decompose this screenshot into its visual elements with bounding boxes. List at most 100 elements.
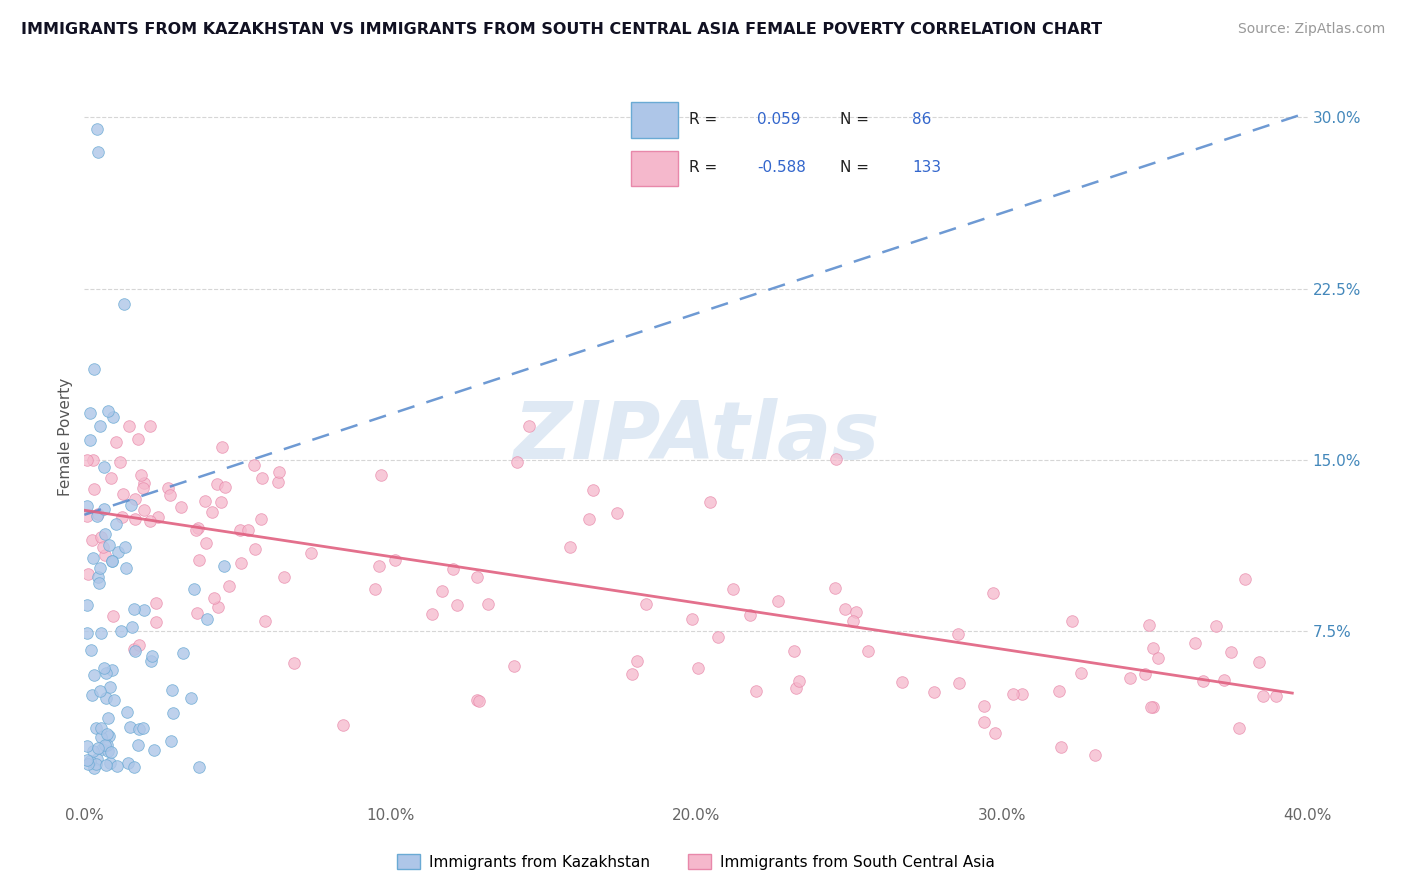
- Point: [468, 693, 491, 707]
- Point: [103, 608, 125, 623]
- Point: [98, 681, 121, 695]
- Point: [76, 508, 98, 523]
- Point: [1142, 700, 1164, 714]
- Point: [187, 760, 209, 774]
- Point: [96, 691, 118, 706]
- Point: [1234, 572, 1257, 586]
- Point: [83, 482, 105, 496]
- Point: [79, 755, 101, 769]
- Point: [79, 433, 101, 447]
- Point: [825, 452, 848, 467]
- Text: Source: ZipAtlas.com: Source: ZipAtlas.com: [1237, 22, 1385, 37]
- Point: [273, 570, 295, 584]
- Point: [124, 644, 146, 658]
- Point: [112, 487, 135, 501]
- Point: [183, 582, 205, 596]
- Point: [141, 649, 163, 664]
- Point: [118, 720, 141, 734]
- Point: [467, 570, 489, 584]
- Point: [114, 540, 136, 554]
- Point: [127, 432, 149, 446]
- Point: [105, 434, 128, 449]
- Point: [1060, 615, 1083, 629]
- Point: [97, 538, 120, 552]
- Point: [249, 512, 271, 526]
- Point: [1213, 673, 1236, 687]
- Point: [132, 476, 155, 491]
- Point: [1137, 618, 1160, 632]
- Point: [606, 506, 628, 520]
- Point: [1184, 636, 1206, 650]
- Point: [636, 597, 658, 611]
- Point: [139, 514, 162, 528]
- Point: [202, 591, 225, 605]
- Point: [243, 458, 266, 472]
- Point: [1253, 690, 1275, 704]
- Point: [80, 643, 103, 657]
- Point: [845, 606, 868, 620]
- Point: [1047, 684, 1070, 698]
- Point: [218, 579, 240, 593]
- Point: [502, 658, 524, 673]
- Point: [209, 495, 232, 509]
- Point: [87, 741, 110, 756]
- Point: [89, 561, 111, 575]
- Point: [93, 526, 115, 541]
- Point: [79, 406, 101, 420]
- Point: [122, 642, 145, 657]
- Point: [946, 627, 969, 641]
- Point: [231, 556, 253, 570]
- Point: [214, 480, 236, 494]
- Point: [194, 536, 217, 550]
- Point: [744, 684, 766, 698]
- Point: [1070, 666, 1092, 681]
- Point: [156, 481, 179, 495]
- Point: [858, 644, 880, 658]
- Point: [430, 584, 453, 599]
- Point: [465, 693, 488, 707]
- Point: [118, 418, 141, 433]
- Point: [124, 491, 146, 506]
- Point: [517, 418, 540, 433]
- Point: [180, 691, 202, 706]
- Point: [132, 721, 155, 735]
- Point: [127, 738, 149, 752]
- Point: [77, 566, 100, 581]
- Point: [184, 523, 207, 537]
- Point: [76, 500, 98, 514]
- Point: [96, 758, 118, 772]
- Point: [420, 607, 443, 621]
- Point: [283, 656, 305, 670]
- Legend: Immigrants from Kazakhstan, Immigrants from South Central Asia: Immigrants from Kazakhstan, Immigrants f…: [391, 848, 1001, 876]
- Point: [1229, 721, 1251, 735]
- Point: [89, 684, 111, 698]
- Point: [145, 615, 167, 629]
- Point: [76, 598, 98, 612]
- Point: [170, 500, 193, 514]
- Point: [87, 507, 110, 521]
- Point: [506, 455, 529, 469]
- Point: [973, 714, 995, 729]
- Point: [93, 459, 115, 474]
- Point: [86, 121, 108, 136]
- Point: [82, 533, 104, 548]
- Point: [139, 418, 162, 433]
- Point: [112, 297, 135, 311]
- Point: [97, 744, 120, 758]
- Point: [245, 541, 267, 556]
- Point: [83, 361, 105, 376]
- Point: [129, 468, 152, 483]
- Point: [111, 510, 134, 524]
- Point: [446, 598, 468, 612]
- Point: [159, 488, 181, 502]
- Point: [96, 665, 118, 680]
- Point: [1192, 674, 1215, 689]
- Point: [205, 476, 228, 491]
- Point: [120, 499, 142, 513]
- Point: [77, 756, 100, 771]
- Point: [1011, 687, 1033, 701]
- Point: [1001, 687, 1024, 701]
- Point: [1050, 739, 1073, 754]
- Point: [93, 661, 115, 675]
- Point: [83, 761, 105, 775]
